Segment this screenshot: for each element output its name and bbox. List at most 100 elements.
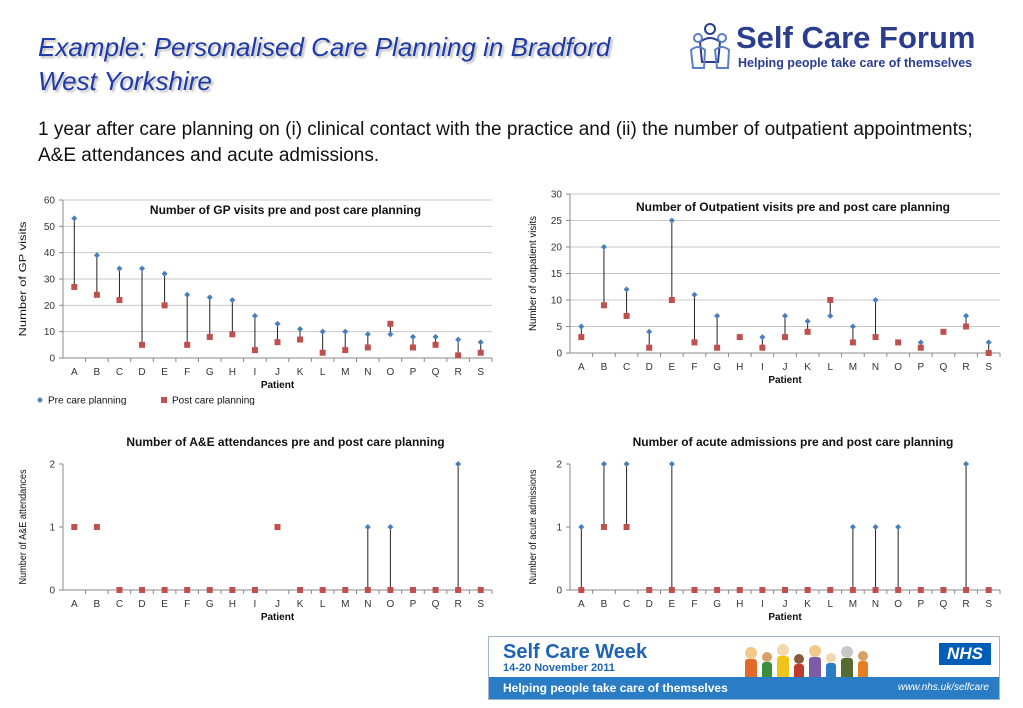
pre-care-point bbox=[623, 286, 630, 293]
outpatient-visits-chart: 0 5 10 15 20 25 30 A B C D E F G H I J K L M N O P Q R S Number of… bbox=[518, 186, 1008, 388]
pre-care-point bbox=[985, 339, 992, 346]
x-tick-label: S bbox=[477, 367, 484, 378]
pre-care-point bbox=[229, 297, 236, 304]
x-tick-label: J bbox=[783, 599, 788, 610]
legend-pre-marker bbox=[37, 397, 43, 403]
pre-care-point bbox=[963, 461, 970, 467]
pre-care-point bbox=[623, 461, 630, 467]
x-tick-label: F bbox=[184, 367, 190, 378]
chart-title: Number of GP visits pre and post care pl… bbox=[150, 203, 421, 217]
post-care-point bbox=[963, 587, 970, 593]
post-care-point bbox=[872, 334, 879, 341]
post-care-point bbox=[387, 320, 394, 327]
post-care-point bbox=[364, 344, 371, 351]
pre-care-point bbox=[455, 461, 462, 467]
legend-post-label: Post care planning bbox=[172, 396, 255, 406]
y-tick-label: 40 bbox=[44, 248, 56, 259]
x-tick-label: C bbox=[116, 367, 123, 378]
nhs-badge: NHS bbox=[939, 643, 991, 665]
pre-care-point bbox=[387, 524, 394, 530]
legend-post-marker bbox=[161, 397, 167, 403]
x-tick-label: L bbox=[827, 362, 833, 373]
x-tick-label: P bbox=[917, 362, 924, 373]
gp-visits-chart: 0 10 20 30 40 50 60 A B C D E F G H I J K L M N O P Q R S Number o… bbox=[8, 190, 500, 405]
post-care-point bbox=[714, 587, 721, 593]
y-tick-label: 60 bbox=[44, 196, 56, 207]
y-tick-label: 20 bbox=[551, 243, 563, 254]
y-tick-label: 0 bbox=[556, 586, 562, 597]
x-tick-label: J bbox=[275, 599, 280, 610]
outpatient-visits-chart-svg: 0 5 10 15 20 25 30 A B C D E F G H I J K L M N O P Q R S Number of… bbox=[528, 190, 1001, 386]
x-tick-label: J bbox=[275, 367, 280, 378]
pre-care-point bbox=[917, 339, 924, 346]
pre-care-point bbox=[409, 333, 416, 340]
pre-care-point bbox=[251, 312, 258, 319]
post-care-point bbox=[71, 283, 78, 290]
x-tick-label: I bbox=[761, 362, 764, 373]
x-tick-label: O bbox=[387, 599, 395, 610]
pre-care-point bbox=[578, 323, 585, 330]
post-care-point bbox=[917, 587, 924, 593]
logo-tagline: Helping people take care of themselves bbox=[738, 56, 973, 70]
y-axis-label: Number of GP visits bbox=[18, 222, 29, 337]
banner-dates: 14-20 November 2011 bbox=[503, 662, 615, 674]
pre-care-point bbox=[274, 320, 281, 327]
pre-care-point bbox=[646, 328, 653, 335]
x-tick-label: D bbox=[646, 362, 653, 373]
post-care-point bbox=[477, 349, 484, 356]
x-axis-label: Patient bbox=[261, 380, 295, 391]
x-tick-label: C bbox=[623, 599, 630, 610]
y-tick-label: 30 bbox=[44, 275, 56, 286]
post-care-point bbox=[895, 339, 902, 346]
y-tick-label: 1 bbox=[49, 523, 55, 534]
y-tick-label: 25 bbox=[551, 216, 563, 227]
pre-care-point bbox=[600, 461, 607, 467]
pre-care-point bbox=[387, 331, 394, 338]
y-tick-label: 5 bbox=[556, 322, 562, 333]
x-tick-label: Q bbox=[940, 362, 948, 373]
pre-care-point bbox=[455, 336, 462, 343]
x-tick-label: A bbox=[71, 599, 78, 610]
legend-pre-label: Pre care planning bbox=[48, 396, 126, 406]
x-tick-label: J bbox=[783, 362, 788, 373]
x-tick-label: A bbox=[71, 367, 78, 378]
x-tick-label: G bbox=[713, 362, 721, 373]
slide-title: Example: Personalised Care Planning in B… bbox=[38, 32, 611, 96]
gp-visits-chart-svg: 0 10 20 30 40 50 60 A B C D E F G H I J K L M N O P Q R S Number o… bbox=[18, 196, 493, 406]
pre-care-point bbox=[139, 265, 146, 272]
post-care-point bbox=[319, 587, 326, 593]
x-tick-label: F bbox=[184, 599, 190, 610]
post-care-point bbox=[297, 336, 304, 343]
post-care-point bbox=[477, 587, 484, 593]
x-tick-label: F bbox=[691, 362, 697, 373]
post-care-point bbox=[940, 328, 947, 335]
pre-care-point bbox=[827, 312, 834, 319]
pre-care-point bbox=[668, 461, 675, 467]
banner-title: Self Care Week bbox=[503, 641, 648, 663]
x-tick-label: P bbox=[410, 599, 417, 610]
slide-subtitle: 1 year after care planning on (i) clinic… bbox=[38, 119, 973, 166]
post-care-point bbox=[184, 587, 191, 593]
ae-attendances-chart-svg: 0 1 2 A B C D E F G H I J K L M N O P Q R S Number of A&E atte… bbox=[18, 435, 493, 623]
y-tick-label: 0 bbox=[49, 354, 55, 365]
x-tick-label: O bbox=[894, 362, 902, 373]
post-care-point bbox=[206, 333, 213, 340]
y-tick-label: 30 bbox=[551, 190, 563, 201]
post-care-point bbox=[736, 334, 743, 341]
x-tick-label: N bbox=[364, 367, 371, 378]
x-tick-label: B bbox=[601, 362, 608, 373]
post-care-point bbox=[184, 341, 191, 348]
post-care-point bbox=[600, 524, 607, 530]
post-care-point bbox=[229, 587, 236, 593]
pre-care-point bbox=[71, 215, 78, 222]
x-tick-label: O bbox=[894, 599, 902, 610]
post-care-point bbox=[71, 524, 78, 530]
y-tick-label: 10 bbox=[551, 296, 563, 307]
x-tick-label: S bbox=[985, 362, 992, 373]
post-care-point bbox=[93, 291, 100, 298]
post-care-point bbox=[139, 341, 146, 348]
post-care-point bbox=[691, 587, 698, 593]
post-care-point bbox=[161, 302, 168, 309]
post-care-point bbox=[963, 323, 970, 330]
post-care-point bbox=[116, 297, 123, 304]
